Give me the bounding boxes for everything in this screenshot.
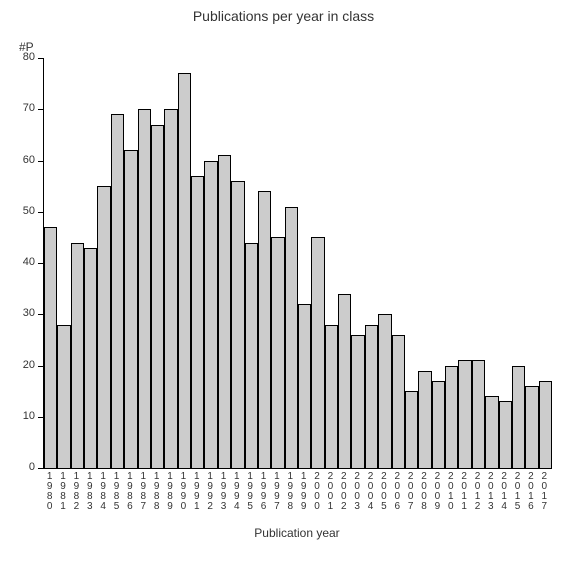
x-tick-label: 1986 [124,472,136,512]
x-tick-label: 2015 [512,472,524,512]
bar [138,109,151,468]
y-tick [38,366,43,367]
bar [218,155,231,468]
x-tick-label: 2006 [391,472,403,512]
x-tick-label: 1983 [84,472,96,512]
bar [84,248,97,468]
bar [111,114,124,468]
y-tick-label: 20 [13,359,35,371]
x-tick-label: 2003 [351,472,363,512]
bar [164,109,177,468]
bar [325,325,338,469]
y-tick-label: 0 [13,461,35,473]
x-tick-label: 2002 [338,472,350,512]
x-tick-label: 1999 [298,472,310,512]
bar [472,360,485,468]
x-tick-label: 1987 [137,472,149,512]
bar [525,386,538,468]
bar [151,125,164,468]
y-tick-label: 80 [13,51,35,63]
bar [44,227,57,468]
bar [485,396,498,468]
bar [231,181,244,468]
chart-title: Publications per year in class [0,8,567,24]
bar [298,304,311,468]
bar [71,243,84,469]
y-tick-label: 50 [13,205,35,217]
bar [245,243,258,469]
x-tick-label: 2005 [378,472,390,512]
bar [512,366,525,469]
x-tick-label: 1980 [44,472,56,512]
x-tick-label: 2014 [498,472,510,512]
x-tick-label: 1991 [191,472,203,512]
bar [432,381,445,468]
bar [378,314,391,468]
x-tick-label: 1998 [284,472,296,512]
x-tick-label: 2017 [538,472,550,512]
bar [271,237,284,468]
x-tick-label: 2009 [431,472,443,512]
x-tick-label: 1984 [97,472,109,512]
bar [392,335,405,468]
x-tick-label: 2012 [471,472,483,512]
x-tick-label: 1981 [57,472,69,512]
y-tick [38,109,43,110]
x-tick-label: 1996 [258,472,270,512]
bar [204,161,217,469]
x-tick-label: 2010 [445,472,457,512]
chart-container: Publications per year in class #P Public… [0,0,567,567]
bar [499,401,512,468]
y-tick [38,58,43,59]
bar [539,381,552,468]
bar [311,237,324,468]
x-tick-label: 1982 [70,472,82,512]
x-tick-label: 2001 [324,472,336,512]
x-tick-label: 2007 [405,472,417,512]
y-tick [38,468,43,469]
bar [285,207,298,468]
x-tick-label: 2016 [525,472,537,512]
y-tick [38,314,43,315]
bar [258,191,271,468]
plot-area [43,58,552,469]
x-tick-label: 1995 [244,472,256,512]
x-tick-label: 1992 [204,472,216,512]
y-tick-label: 10 [13,410,35,422]
x-tick-label: 2000 [311,472,323,512]
bar [97,186,110,468]
y-tick [38,417,43,418]
y-tick [38,263,43,264]
y-tick-label: 70 [13,102,35,114]
x-tick-label: 2013 [485,472,497,512]
bar [124,150,137,468]
bar [418,371,431,468]
bar [458,360,471,468]
y-tick-label: 30 [13,307,35,319]
bar [191,176,204,468]
y-tick-label: 60 [13,154,35,166]
x-tick-label: 2004 [365,472,377,512]
x-tick-label: 1988 [151,472,163,512]
x-tick-label: 1985 [111,472,123,512]
bar [351,335,364,468]
x-tick-label: 1993 [217,472,229,512]
x-tick-label: 2011 [458,472,470,512]
x-tick-label: 1989 [164,472,176,512]
x-tick-label: 2008 [418,472,430,512]
y-tick [38,212,43,213]
bar [405,391,418,468]
x-tick-label: 1994 [231,472,243,512]
bar [445,366,458,469]
bar [178,73,191,468]
bar [365,325,378,469]
x-axis-label: Publication year [43,526,551,540]
y-tick-label: 40 [13,256,35,268]
bar [338,294,351,468]
y-tick [38,161,43,162]
x-tick-label: 1990 [177,472,189,512]
x-tick-label: 1997 [271,472,283,512]
bar [57,325,70,469]
